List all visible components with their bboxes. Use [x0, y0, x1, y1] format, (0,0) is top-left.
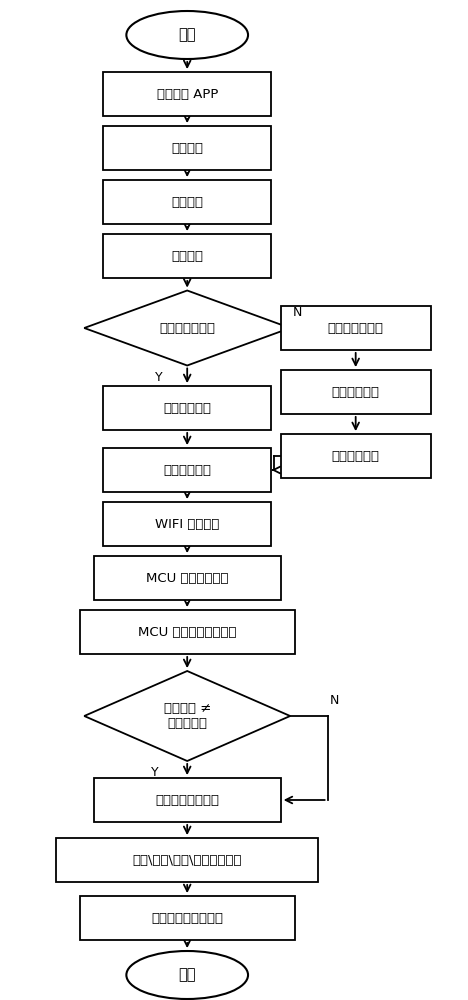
Ellipse shape: [126, 11, 248, 59]
Text: 指纹识别: 指纹识别: [171, 249, 203, 262]
Text: 设定用水信息: 设定用水信息: [332, 385, 380, 398]
Text: Y: Y: [155, 371, 163, 384]
FancyBboxPatch shape: [94, 556, 281, 600]
Text: 提取身份信息: 提取身份信息: [163, 401, 211, 414]
Polygon shape: [84, 671, 290, 761]
FancyBboxPatch shape: [103, 180, 271, 224]
FancyBboxPatch shape: [80, 896, 295, 940]
FancyBboxPatch shape: [56, 838, 318, 882]
Text: N: N: [330, 694, 339, 708]
Text: 环境温度 ≠
标准温度？: 环境温度 ≠ 标准温度？: [163, 702, 211, 730]
FancyBboxPatch shape: [103, 448, 271, 492]
FancyBboxPatch shape: [103, 126, 271, 170]
Text: 结束: 结束: [178, 968, 196, 982]
Text: WIFI 信号传递: WIFI 信号传递: [155, 518, 219, 530]
Text: 录入新指纹信息: 录入新指纹信息: [328, 322, 384, 334]
FancyBboxPatch shape: [103, 72, 271, 116]
FancyBboxPatch shape: [103, 386, 271, 430]
FancyBboxPatch shape: [103, 234, 271, 278]
FancyBboxPatch shape: [80, 610, 295, 654]
Text: 开始: 开始: [178, 27, 196, 42]
Text: 指纹采集: 指纹采集: [171, 196, 203, 209]
FancyBboxPatch shape: [94, 778, 281, 822]
Polygon shape: [84, 290, 290, 365]
Text: 开启移动 APP: 开启移动 APP: [156, 88, 218, 101]
Text: 按键操作: 按键操作: [171, 141, 203, 154]
FancyBboxPatch shape: [281, 434, 431, 478]
Ellipse shape: [126, 951, 248, 999]
Text: 提取用水信息: 提取用水信息: [163, 464, 211, 477]
Text: 热水参数自动修正: 热水参数自动修正: [155, 794, 219, 806]
Text: 水温\水量\预热\定时功能调节: 水温\水量\预热\定时功能调节: [132, 854, 242, 866]
Text: MCU 调用相应工作模式: MCU 调用相应工作模式: [138, 626, 236, 639]
Text: MCU 处理用水信息: MCU 处理用水信息: [146, 572, 228, 584]
Text: N: N: [292, 306, 302, 320]
Text: Y: Y: [151, 766, 158, 780]
FancyBboxPatch shape: [281, 306, 431, 350]
Text: 存储用水信息: 存储用水信息: [332, 450, 380, 462]
FancyBboxPatch shape: [103, 502, 271, 546]
FancyBboxPatch shape: [281, 370, 431, 414]
Text: 指纹特征匹配？: 指纹特征匹配？: [159, 322, 215, 334]
Text: 显示热水器工作状态: 显示热水器工作状态: [151, 912, 223, 924]
